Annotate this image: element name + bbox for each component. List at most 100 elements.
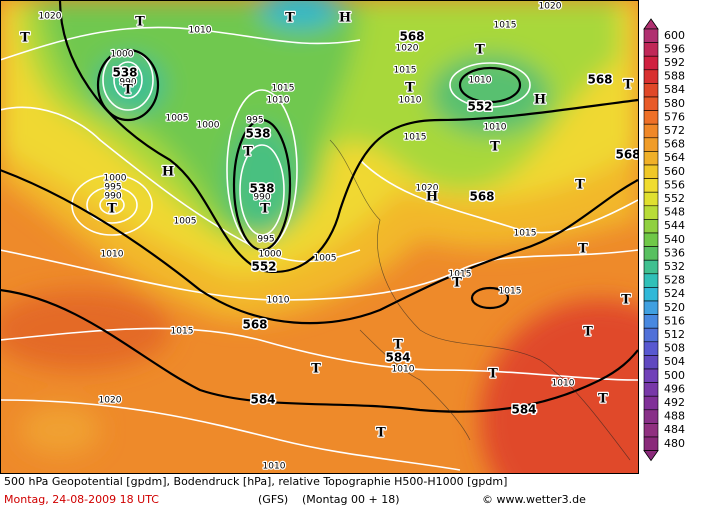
colorbar-swatch xyxy=(643,327,659,343)
isobar-label: 1015 xyxy=(171,327,194,337)
map-frame xyxy=(0,0,639,474)
isobar-label: 1000 xyxy=(104,174,127,184)
colorbar-label: 576 xyxy=(664,110,685,123)
colorbar-label: 556 xyxy=(664,178,685,191)
colorbar-swatch xyxy=(643,164,659,179)
colorbar-swatch xyxy=(643,409,659,424)
colorbar-label: 592 xyxy=(664,56,685,69)
colorbar-swatch xyxy=(643,368,659,383)
colorbar-label: 480 xyxy=(664,437,685,450)
geopotential-label: 538 xyxy=(245,127,270,141)
colorbar-label: 560 xyxy=(664,165,685,178)
isobar-label: 1000 xyxy=(259,250,282,260)
colorbar-label: 572 xyxy=(664,124,685,137)
colorbar-label: 568 xyxy=(664,138,685,151)
colorbar-swatch xyxy=(643,123,659,139)
pressure-center-label: H xyxy=(339,11,351,26)
isobar-label: 995 xyxy=(257,235,274,245)
footer-date: Montag, 24-08-2009 18 UTC xyxy=(4,493,159,506)
colorbar: 6005965925885845805765725685645605565525… xyxy=(643,18,685,462)
colorbar-swatch xyxy=(643,205,659,220)
colorbar-label: 524 xyxy=(664,287,685,300)
colorbar-swatch xyxy=(643,287,659,302)
colorbar-label: 512 xyxy=(664,328,685,341)
colorbar-swatch xyxy=(643,96,659,111)
colorbar-label: 540 xyxy=(664,233,685,246)
isobar-label: 1010 xyxy=(267,296,290,306)
colorbar-label: 520 xyxy=(664,301,685,314)
colorbar-swatch xyxy=(643,69,659,84)
colorbar-swatch xyxy=(643,137,659,152)
isobar-label: 1020 xyxy=(39,12,62,22)
colorbar-swatch xyxy=(643,42,659,57)
isobar-label: 995 xyxy=(104,183,121,193)
colorbar-label: 600 xyxy=(664,29,685,42)
colorbar-label: 516 xyxy=(664,314,685,327)
isobar-label: 1015 xyxy=(272,84,295,94)
geopotential-label: 568 xyxy=(242,318,267,332)
colorbar-swatch xyxy=(643,110,659,125)
colorbar-swatch xyxy=(643,259,659,275)
colorbar-label: 548 xyxy=(664,206,685,219)
isobar-label: 995 xyxy=(246,116,263,126)
colorbar-arrow-top xyxy=(643,18,659,30)
isobar-label: 990 xyxy=(104,192,121,202)
pressure-center-label: T xyxy=(260,202,270,217)
pressure-center-label: T xyxy=(598,392,608,407)
isobar-label: 1010 xyxy=(189,26,212,36)
isobar-label: 1010 xyxy=(484,123,507,133)
pressure-center-label: H xyxy=(162,165,174,180)
pressure-center-label: T xyxy=(452,276,462,291)
geopotential-label: 584 xyxy=(250,393,275,407)
pressure-center-label: H xyxy=(534,93,546,108)
colorbar-label: 496 xyxy=(664,382,685,395)
isobar-label: 1010 xyxy=(552,379,575,389)
geopotential-label: 568 xyxy=(615,148,640,162)
colorbar-label: 528 xyxy=(664,274,685,287)
isobar-label: 1015 xyxy=(514,229,537,239)
isobar-label: 1010 xyxy=(267,96,290,106)
pressure-center-label: T xyxy=(488,367,498,382)
colorbar-swatch xyxy=(643,191,659,207)
isobar-label: 1015 xyxy=(404,133,427,143)
geopotential-label: 568 xyxy=(587,73,612,87)
colorbar-label: 544 xyxy=(664,219,685,232)
geopotential-label: 538 xyxy=(249,182,274,196)
pressure-center-label: T xyxy=(243,145,253,160)
colorbar-label: 596 xyxy=(664,42,685,55)
footer-model: (GFS) xyxy=(258,493,288,506)
coastlines xyxy=(329,139,631,461)
pressure-center-label: T xyxy=(621,293,631,308)
colorbar-swatch xyxy=(643,395,659,411)
colorbar-swatch xyxy=(643,355,659,370)
colorbar-arrow-bottom xyxy=(643,450,659,462)
geopotential-label: 584 xyxy=(385,351,410,365)
isobar-label: 1020 xyxy=(396,44,419,54)
isobar-label: 1010 xyxy=(392,365,415,375)
isobar-label: 990 xyxy=(119,78,136,88)
geopotential-contours xyxy=(1,1,638,413)
footer-description: 500 hPa Geopotential [gpdm], Bodendruck … xyxy=(4,475,507,488)
colorbar-label: 552 xyxy=(664,192,685,205)
geopotential-label: 584 xyxy=(511,403,536,417)
pressure-center-label: T xyxy=(405,81,415,96)
colorbar-swatch xyxy=(643,151,659,166)
isobar-label: 990 xyxy=(253,193,270,203)
footer-run: (Montag 00 + 18) xyxy=(302,493,400,506)
colorbar-swatch xyxy=(643,178,659,193)
isobar-label: 1010 xyxy=(399,96,422,106)
footer: 500 hPa Geopotential [gpdm], Bodendruck … xyxy=(4,475,586,506)
isobar-label: 1005 xyxy=(314,254,337,264)
isobar-label: 1005 xyxy=(166,114,189,124)
isobar-label: 1010 xyxy=(469,76,492,86)
colorbar-swatch xyxy=(643,232,659,247)
isobar-label: 1020 xyxy=(539,2,562,12)
colorbar-label: 492 xyxy=(664,396,685,409)
isobar-label: 1010 xyxy=(263,462,286,472)
pressure-center-label: T xyxy=(623,78,633,93)
colorbar-swatch xyxy=(643,55,659,71)
